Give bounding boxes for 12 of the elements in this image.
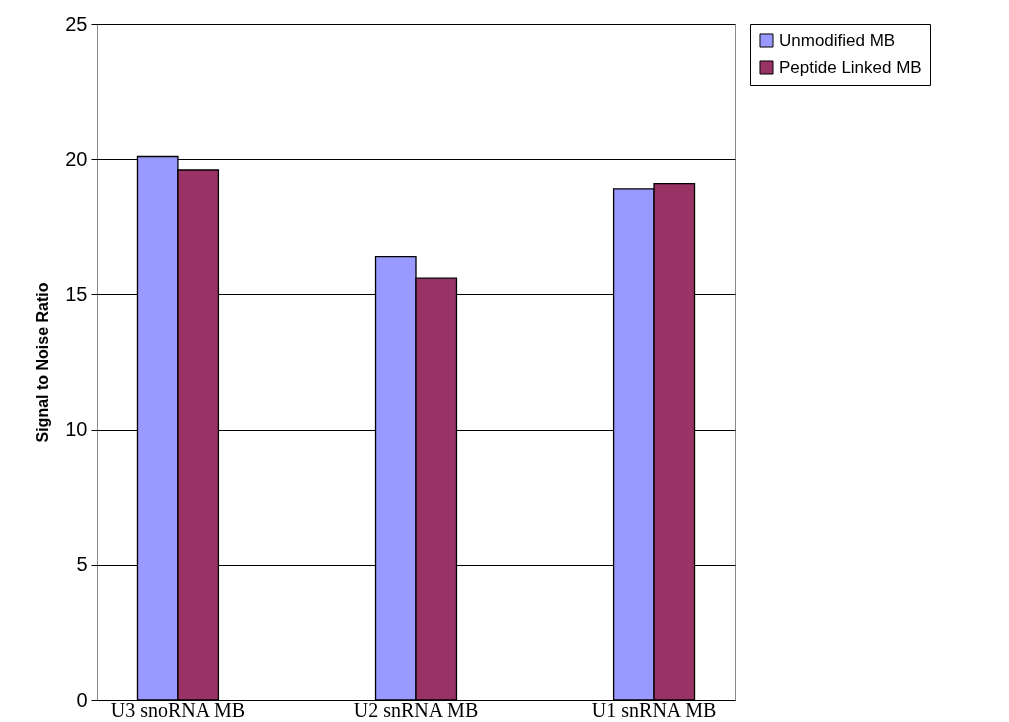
y-tick-label: 5 bbox=[76, 553, 88, 576]
x-tick-label: U3 snoRNA MB bbox=[110, 698, 246, 721]
x-tick-label: U2 snRNA MB bbox=[353, 698, 479, 721]
y-tick-label: 10 bbox=[65, 418, 88, 441]
y-axis-title: Signal to Noise Ratio bbox=[34, 282, 52, 443]
y-tick-label: 20 bbox=[65, 147, 88, 170]
x-tick-label: U1 snRNA MB bbox=[591, 698, 717, 721]
legend-label: Unmodified MB bbox=[779, 30, 896, 50]
legend-label: Peptide Linked MB bbox=[779, 57, 922, 77]
y-tick-label: 25 bbox=[65, 12, 88, 35]
y-tick-label: 0 bbox=[76, 688, 88, 711]
y-tick-label: 15 bbox=[65, 282, 88, 305]
